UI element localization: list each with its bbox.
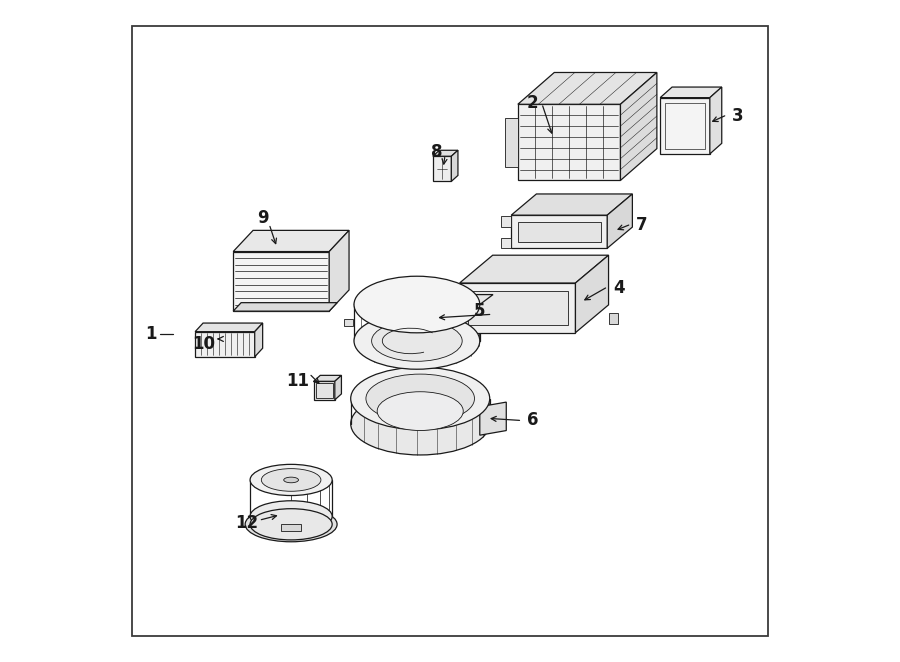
Polygon shape <box>608 194 633 248</box>
Polygon shape <box>460 283 575 332</box>
Polygon shape <box>480 402 507 435</box>
Circle shape <box>467 320 475 328</box>
Text: 7: 7 <box>636 216 648 234</box>
Ellipse shape <box>354 312 480 369</box>
Polygon shape <box>195 332 255 357</box>
Text: 12: 12 <box>235 514 258 532</box>
Polygon shape <box>344 319 353 326</box>
Text: 1: 1 <box>145 325 157 344</box>
Polygon shape <box>511 194 633 215</box>
Polygon shape <box>620 72 657 180</box>
Ellipse shape <box>351 393 490 455</box>
Text: 6: 6 <box>527 411 538 430</box>
Polygon shape <box>500 238 511 248</box>
Polygon shape <box>467 291 568 324</box>
Text: 2: 2 <box>526 93 538 112</box>
Ellipse shape <box>250 508 332 540</box>
Polygon shape <box>518 222 600 242</box>
Polygon shape <box>661 97 710 154</box>
Text: 10: 10 <box>193 335 215 354</box>
Bar <box>281 524 302 531</box>
Ellipse shape <box>354 276 480 333</box>
Polygon shape <box>500 216 511 227</box>
Ellipse shape <box>351 367 490 430</box>
Polygon shape <box>518 72 657 104</box>
Polygon shape <box>195 323 263 332</box>
Ellipse shape <box>261 469 321 491</box>
Polygon shape <box>433 150 458 156</box>
Ellipse shape <box>377 392 464 430</box>
Text: 3: 3 <box>733 107 743 125</box>
Polygon shape <box>354 295 493 305</box>
Circle shape <box>467 287 475 295</box>
Polygon shape <box>661 87 722 97</box>
Ellipse shape <box>245 507 338 542</box>
Polygon shape <box>233 230 349 252</box>
Polygon shape <box>482 319 490 326</box>
Polygon shape <box>335 375 341 400</box>
Text: 4: 4 <box>613 279 625 297</box>
Text: 5: 5 <box>474 302 485 320</box>
Text: 9: 9 <box>257 209 269 228</box>
Polygon shape <box>511 215 608 248</box>
Polygon shape <box>255 323 263 357</box>
Polygon shape <box>329 230 349 311</box>
Polygon shape <box>460 255 608 283</box>
Text: 8: 8 <box>431 143 443 162</box>
Polygon shape <box>433 156 451 181</box>
Polygon shape <box>575 255 608 332</box>
Circle shape <box>560 320 568 328</box>
Ellipse shape <box>372 320 463 361</box>
Ellipse shape <box>250 500 332 532</box>
Polygon shape <box>233 252 329 311</box>
Polygon shape <box>447 290 460 326</box>
Polygon shape <box>518 104 620 180</box>
Polygon shape <box>313 381 335 400</box>
Polygon shape <box>505 118 518 167</box>
Polygon shape <box>710 87 722 154</box>
Bar <box>316 383 333 398</box>
Ellipse shape <box>366 374 474 423</box>
Text: 11: 11 <box>286 371 310 390</box>
Circle shape <box>560 287 568 295</box>
Polygon shape <box>233 303 338 311</box>
Polygon shape <box>451 150 458 181</box>
Polygon shape <box>608 313 618 324</box>
Ellipse shape <box>250 464 332 496</box>
Ellipse shape <box>284 477 299 483</box>
Polygon shape <box>313 375 341 381</box>
